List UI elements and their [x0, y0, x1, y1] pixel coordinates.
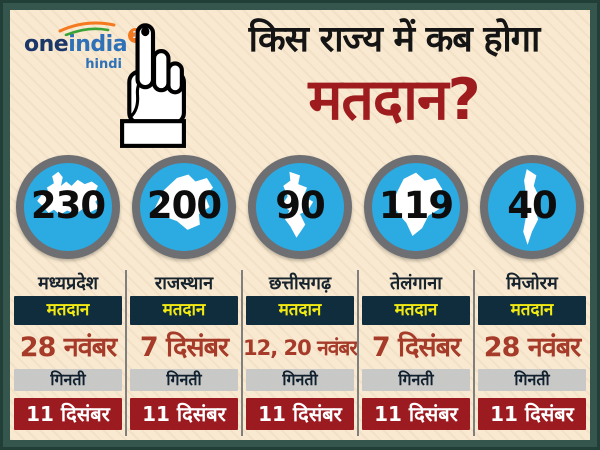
- voting-hand-icon: [120, 23, 186, 148]
- seat-count: 200: [146, 183, 222, 227]
- state-column: 90 छत्तीसगढ़ मतदान 12, 20 नवंबर गिनती 11…: [242, 150, 358, 430]
- title-line2: मतदान?: [308, 67, 480, 133]
- voting-label-bar: मतदान: [130, 296, 238, 325]
- infographic-background: oneindia1 hindi किस राज्य में कब होगा मत…: [3, 3, 597, 447]
- state-columns: 230 मध्यप्रदेश मतदान 28 नवंबर गिनती 11 द…: [10, 150, 590, 430]
- voting-label-bar: मतदान: [478, 296, 586, 325]
- hand-cuff: [120, 119, 186, 148]
- counting-label-bar: गिनती: [14, 369, 122, 391]
- state-name: मध्यप्रदेश: [37, 273, 98, 294]
- counting-date-bar: 11 दिसंबर: [246, 398, 354, 430]
- counting-date-bar: 11 दिसंबर: [14, 398, 122, 430]
- rajasthan-map-icon: [154, 174, 214, 230]
- column-divider: [241, 270, 243, 436]
- madhya-pradesh-map-icon: [37, 171, 101, 215]
- state-seats-circle: 200: [132, 155, 236, 259]
- voting-date: 28 नवंबर: [19, 332, 117, 363]
- state-column: 200 राजस्थान मतदान 7 दिसंबर गिनती 11 दिस…: [126, 150, 242, 430]
- voting-date: 28 नवंबर: [483, 332, 581, 363]
- mizoram-map-icon: [521, 169, 540, 245]
- voting-label-bar: मतदान: [246, 296, 354, 325]
- voting-date: 12, 20 नवंबर: [243, 336, 358, 360]
- state-column: 230 मध्यप्रदेश मतदान 28 नवंबर गिनती 11 द…: [10, 150, 126, 430]
- state-circle-wrap: 200: [126, 150, 242, 259]
- counting-label-bar: गिनती: [362, 369, 470, 391]
- state-name: राजस्थान: [154, 273, 214, 294]
- state-name: मिजोरम: [506, 273, 558, 294]
- ink-dot-icon: [141, 26, 150, 37]
- counting-date-bar: 11 दिसंबर: [362, 398, 470, 430]
- counting-label-bar: गिनती: [246, 369, 354, 391]
- title-line1: किस राज्य में कब होगा: [248, 19, 541, 60]
- counting-label-bar: गिनती: [130, 369, 238, 391]
- chhattisgarh-map-icon: [281, 171, 314, 238]
- state-circle-wrap: 40: [474, 150, 590, 259]
- voting-label-bar: मतदान: [362, 296, 470, 325]
- voting-label-bar: मतदान: [14, 296, 122, 325]
- state-column: 119 तेलंगाना मतदान 7 दिसंबर गिनती 11 दिस…: [358, 150, 474, 430]
- state-circle-wrap: 90: [242, 150, 358, 259]
- state-column: 40 मिजोरम मतदान 28 नवंबर गिनती 11 दिसंबर: [474, 150, 590, 430]
- state-name: छत्तीसगढ़: [268, 273, 332, 294]
- state-circle-wrap: 119: [358, 150, 474, 259]
- voting-date: 7 दिसंबर: [371, 332, 461, 363]
- counting-date-bar: 11 दिसंबर: [478, 398, 586, 430]
- tricolor-swoosh-icon: [58, 21, 116, 36]
- telangana-map-icon: [392, 172, 443, 237]
- state-seats-circle: 119: [364, 155, 468, 259]
- counting-label-bar: गिनती: [478, 369, 586, 391]
- counting-date-bar: 11 दिसंबर: [130, 398, 238, 430]
- state-seats-circle: 40: [480, 155, 584, 259]
- logo-text-india: india: [68, 32, 128, 57]
- column-divider: [125, 270, 127, 436]
- logo-text-one: one: [24, 32, 69, 57]
- column-divider: [357, 270, 359, 436]
- state-seats-circle: 230: [16, 155, 120, 259]
- voting-date: 7 दिसंबर: [139, 332, 229, 363]
- column-divider: [473, 270, 475, 436]
- state-circle-wrap: 230: [10, 150, 126, 259]
- state-name: तेलंगाना: [390, 273, 442, 294]
- seat-count: 119: [378, 183, 454, 227]
- state-seats-circle: 90: [248, 155, 352, 259]
- logo-sub-label: hindi: [85, 57, 122, 72]
- page-title: किस राज्य में कब होगा मतदान?: [196, 16, 590, 136]
- seat-count: 230: [30, 183, 106, 227]
- seat-count: 90: [275, 183, 326, 227]
- seat-count: 40: [507, 183, 558, 227]
